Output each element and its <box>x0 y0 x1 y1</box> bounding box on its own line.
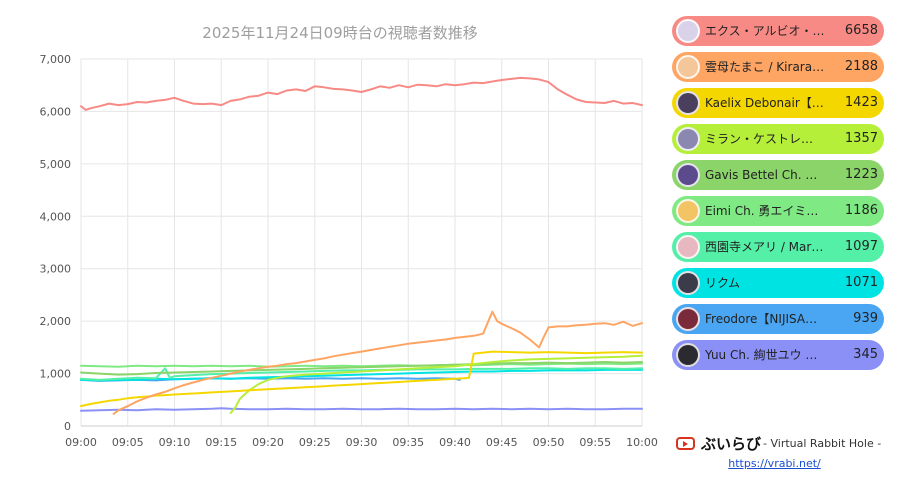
series-line <box>80 367 643 381</box>
legend-item[interactable]: Eimi Ch. 勇エイミ… 1186 <box>672 196 884 226</box>
legend-item[interactable]: ミラン・ケストレ… 1357 <box>672 124 884 154</box>
y-tick-label: 0 <box>64 420 71 433</box>
legend-value: 1186 <box>844 203 878 218</box>
series-line <box>229 354 643 414</box>
footer-branding: ぶいらび - Virtual Rabbit Hole - https://vra… <box>676 433 891 470</box>
x-tick-label: 09:10 <box>159 436 191 449</box>
avatar <box>676 307 700 331</box>
x-tick-label: 09:20 <box>252 436 284 449</box>
site-link[interactable]: https://vrabi.net/ <box>728 457 821 470</box>
brand-row: ぶいらび - Virtual Rabbit Hole - <box>676 433 891 454</box>
avatar <box>676 55 700 79</box>
series-line <box>80 76 643 111</box>
series-line <box>112 310 643 415</box>
legend: エクス・アルビオ・… 6658 雲母たまこ / Kirara… 2188 Kaelix … <box>672 16 884 376</box>
avatar <box>676 271 700 295</box>
x-tick-label: 09:15 <box>205 436 237 449</box>
avatar <box>676 199 700 223</box>
x-tick-label: 09:25 <box>299 436 331 449</box>
legend-name: Freodore【NIJISAN… <box>705 312 825 326</box>
series-line <box>80 350 643 408</box>
legend-item[interactable]: エクス・アルビオ・… 6658 <box>672 16 884 46</box>
series-line <box>80 407 643 412</box>
y-tick-label: 5,000 <box>40 158 72 171</box>
legend-value: 345 <box>853 347 878 362</box>
legend-value: 1071 <box>844 275 878 290</box>
avatar <box>676 127 700 151</box>
legend-value: 1223 <box>844 167 878 182</box>
x-tick-label: 09:00 <box>65 436 97 449</box>
legend-item[interactable]: Gavis Bettel Ch. H… 1223 <box>672 160 884 190</box>
x-tick-label: 10:00 <box>626 436 658 449</box>
y-tick-label: 7,000 <box>40 53 72 66</box>
series-line <box>80 362 643 368</box>
legend-value: 2188 <box>844 59 878 74</box>
legend-item[interactable]: Freodore【NIJISAN… 939 <box>672 304 884 334</box>
axes: 0 1,000 2,000 3,000 4,000 5,000 6,000 7,000 09:0… <box>40 53 658 449</box>
brand-subtitle: - Virtual Rabbit Hole - <box>763 437 882 450</box>
legend-name: Gavis Bettel Ch. H… <box>705 168 825 182</box>
series-line <box>80 368 643 382</box>
legend-value: 1423 <box>844 95 878 110</box>
x-tick-label: 09:05 <box>112 436 144 449</box>
legend-name: ミラン・ケストレ… <box>705 132 814 146</box>
x-tick-label: 09:55 <box>579 436 611 449</box>
legend-value: 6658 <box>844 23 878 38</box>
series-lines <box>80 76 643 415</box>
legend-item[interactable]: Yuu Ch. 絢世ユウ 【… 345 <box>672 340 884 370</box>
legend-item[interactable]: 西園寺メアリ / Mar… 1097 <box>672 232 884 262</box>
legend-name: エクス・アルビオ・… <box>705 24 825 38</box>
avatar <box>676 235 700 259</box>
x-tick-label: 09:35 <box>392 436 424 449</box>
y-tick-label: 4,000 <box>40 210 72 223</box>
x-tick-label: 09:45 <box>486 436 518 449</box>
legend-name: Kaelix Debonair【… <box>705 96 824 110</box>
play-icon <box>676 437 695 450</box>
avatar <box>676 343 700 367</box>
legend-name: 西園寺メアリ / Mar… <box>705 240 824 254</box>
avatar <box>676 19 700 43</box>
legend-item[interactable]: 雲母たまこ / Kirara… 2188 <box>672 52 884 82</box>
avatar <box>676 91 700 115</box>
x-tick-label: 09:40 <box>439 436 471 449</box>
legend-value: 939 <box>853 311 878 326</box>
legend-value: 1097 <box>844 239 878 254</box>
legend-value: 1357 <box>844 131 878 146</box>
legend-name: Yuu Ch. 絢世ユウ 【… <box>705 348 825 362</box>
y-tick-label: 2,000 <box>40 315 72 328</box>
y-tick-label: 6,000 <box>40 105 72 118</box>
avatar <box>676 163 700 187</box>
x-tick-label: 09:50 <box>533 436 565 449</box>
series-line <box>80 361 643 376</box>
legend-item[interactable]: Kaelix Debonair【… 1423 <box>672 88 884 118</box>
legend-name: Eimi Ch. 勇エイミ… <box>705 204 819 218</box>
x-tick-label: 09:30 <box>346 436 378 449</box>
y-tick-label: 3,000 <box>40 263 72 276</box>
legend-name: リクム <box>705 276 741 290</box>
chart-title: 2025年11月24日09時台の視聴者数推移 <box>202 24 477 42</box>
y-tick-label: 1,000 <box>40 368 72 381</box>
legend-item[interactable]: リクム 1071 <box>672 268 884 298</box>
legend-name: 雲母たまこ / Kirara… <box>705 60 825 74</box>
brand-name: ぶいらび <box>701 435 762 453</box>
